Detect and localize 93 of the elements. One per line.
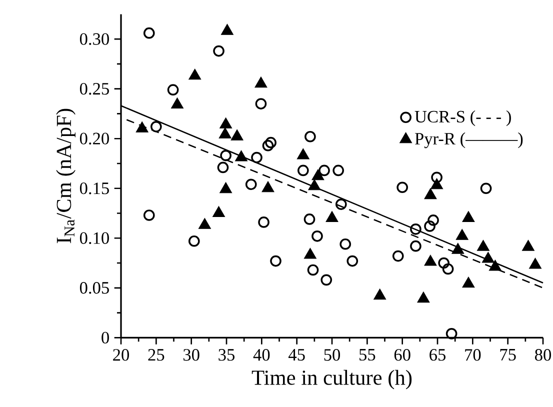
point [188, 235, 200, 247]
point [488, 260, 502, 271]
x-tick-label: 30 [184, 349, 200, 361]
point [442, 263, 454, 275]
point [392, 250, 404, 262]
y-axis-title: I$_{Na}$/Cm (nA/pF) [56, 108, 76, 244]
point [262, 140, 274, 152]
point [332, 164, 344, 176]
point [424, 188, 437, 200]
point [320, 274, 332, 286]
point [318, 164, 330, 176]
x-tick-label: 75 [500, 349, 516, 361]
point [167, 84, 179, 96]
x-tick-label: 20 [113, 349, 130, 361]
point [438, 257, 450, 269]
point [452, 242, 464, 254]
point [446, 328, 458, 340]
point [428, 214, 439, 226]
x-tick-label: 55 [360, 349, 376, 361]
point [424, 254, 437, 266]
point [136, 121, 148, 132]
point [340, 238, 352, 250]
y-tick-label: 0.10 [80, 232, 109, 244]
x-tick-label: 35 [218, 349, 234, 361]
point [308, 179, 321, 190]
point [255, 98, 267, 110]
point [312, 169, 324, 180]
point [254, 76, 268, 88]
point [296, 148, 310, 160]
point [297, 164, 309, 176]
x-tick-label: 40 [253, 349, 270, 361]
x-tick-label: 25 [148, 349, 164, 361]
point [218, 127, 232, 138]
point [424, 220, 436, 232]
point [410, 224, 422, 235]
point [230, 129, 244, 140]
point [198, 218, 211, 229]
point [462, 211, 475, 222]
point [170, 98, 184, 108]
point [220, 117, 232, 128]
point [304, 130, 316, 142]
point [270, 255, 282, 267]
point [220, 150, 232, 162]
point [307, 264, 319, 276]
point [462, 276, 475, 288]
point [188, 68, 202, 80]
point [431, 172, 442, 184]
x-tick-label: 50 [324, 349, 340, 361]
point [417, 292, 430, 303]
x-tick-label: 60 [394, 349, 410, 361]
point [528, 258, 542, 269]
point [374, 288, 386, 300]
point [304, 248, 316, 259]
point [262, 181, 274, 192]
point [143, 27, 155, 39]
point [410, 240, 422, 252]
legend-label: UCR-S (- - - ) [414, 110, 511, 126]
point [150, 120, 162, 132]
point [430, 178, 444, 190]
point [476, 240, 490, 251]
point [217, 162, 229, 174]
point [220, 24, 234, 35]
point [456, 228, 468, 240]
point [335, 198, 347, 210]
y-tick-label: 0.05 [80, 282, 109, 294]
point [522, 240, 535, 251]
y-tick-label: 0 [102, 332, 109, 344]
legend-label: Pyr-R (———) [414, 132, 523, 148]
x-tick-label: 70 [465, 349, 481, 361]
point [326, 211, 338, 222]
point [396, 182, 408, 194]
y-tick-label: 0.20 [80, 132, 109, 144]
point [143, 210, 155, 221]
x-axis-title: Time in culture (h) [252, 370, 412, 390]
x-tick-label: 80 [535, 349, 552, 361]
y-tick-label: 0.25 [80, 82, 109, 95]
point [251, 152, 262, 164]
point [312, 230, 323, 242]
x-tick-label: 45 [288, 349, 305, 361]
point [245, 178, 257, 190]
point [212, 206, 226, 217]
x-tick-label: 65 [430, 349, 446, 361]
y-tick-label: 0.30 [80, 33, 109, 45]
point [213, 45, 224, 57]
y-tick-label: 0.15 [80, 182, 109, 194]
point [346, 255, 358, 267]
point [234, 150, 248, 162]
point [258, 216, 270, 228]
point [480, 182, 492, 194]
point [220, 182, 232, 194]
point [482, 252, 494, 263]
point [265, 136, 276, 148]
point [304, 214, 316, 225]
